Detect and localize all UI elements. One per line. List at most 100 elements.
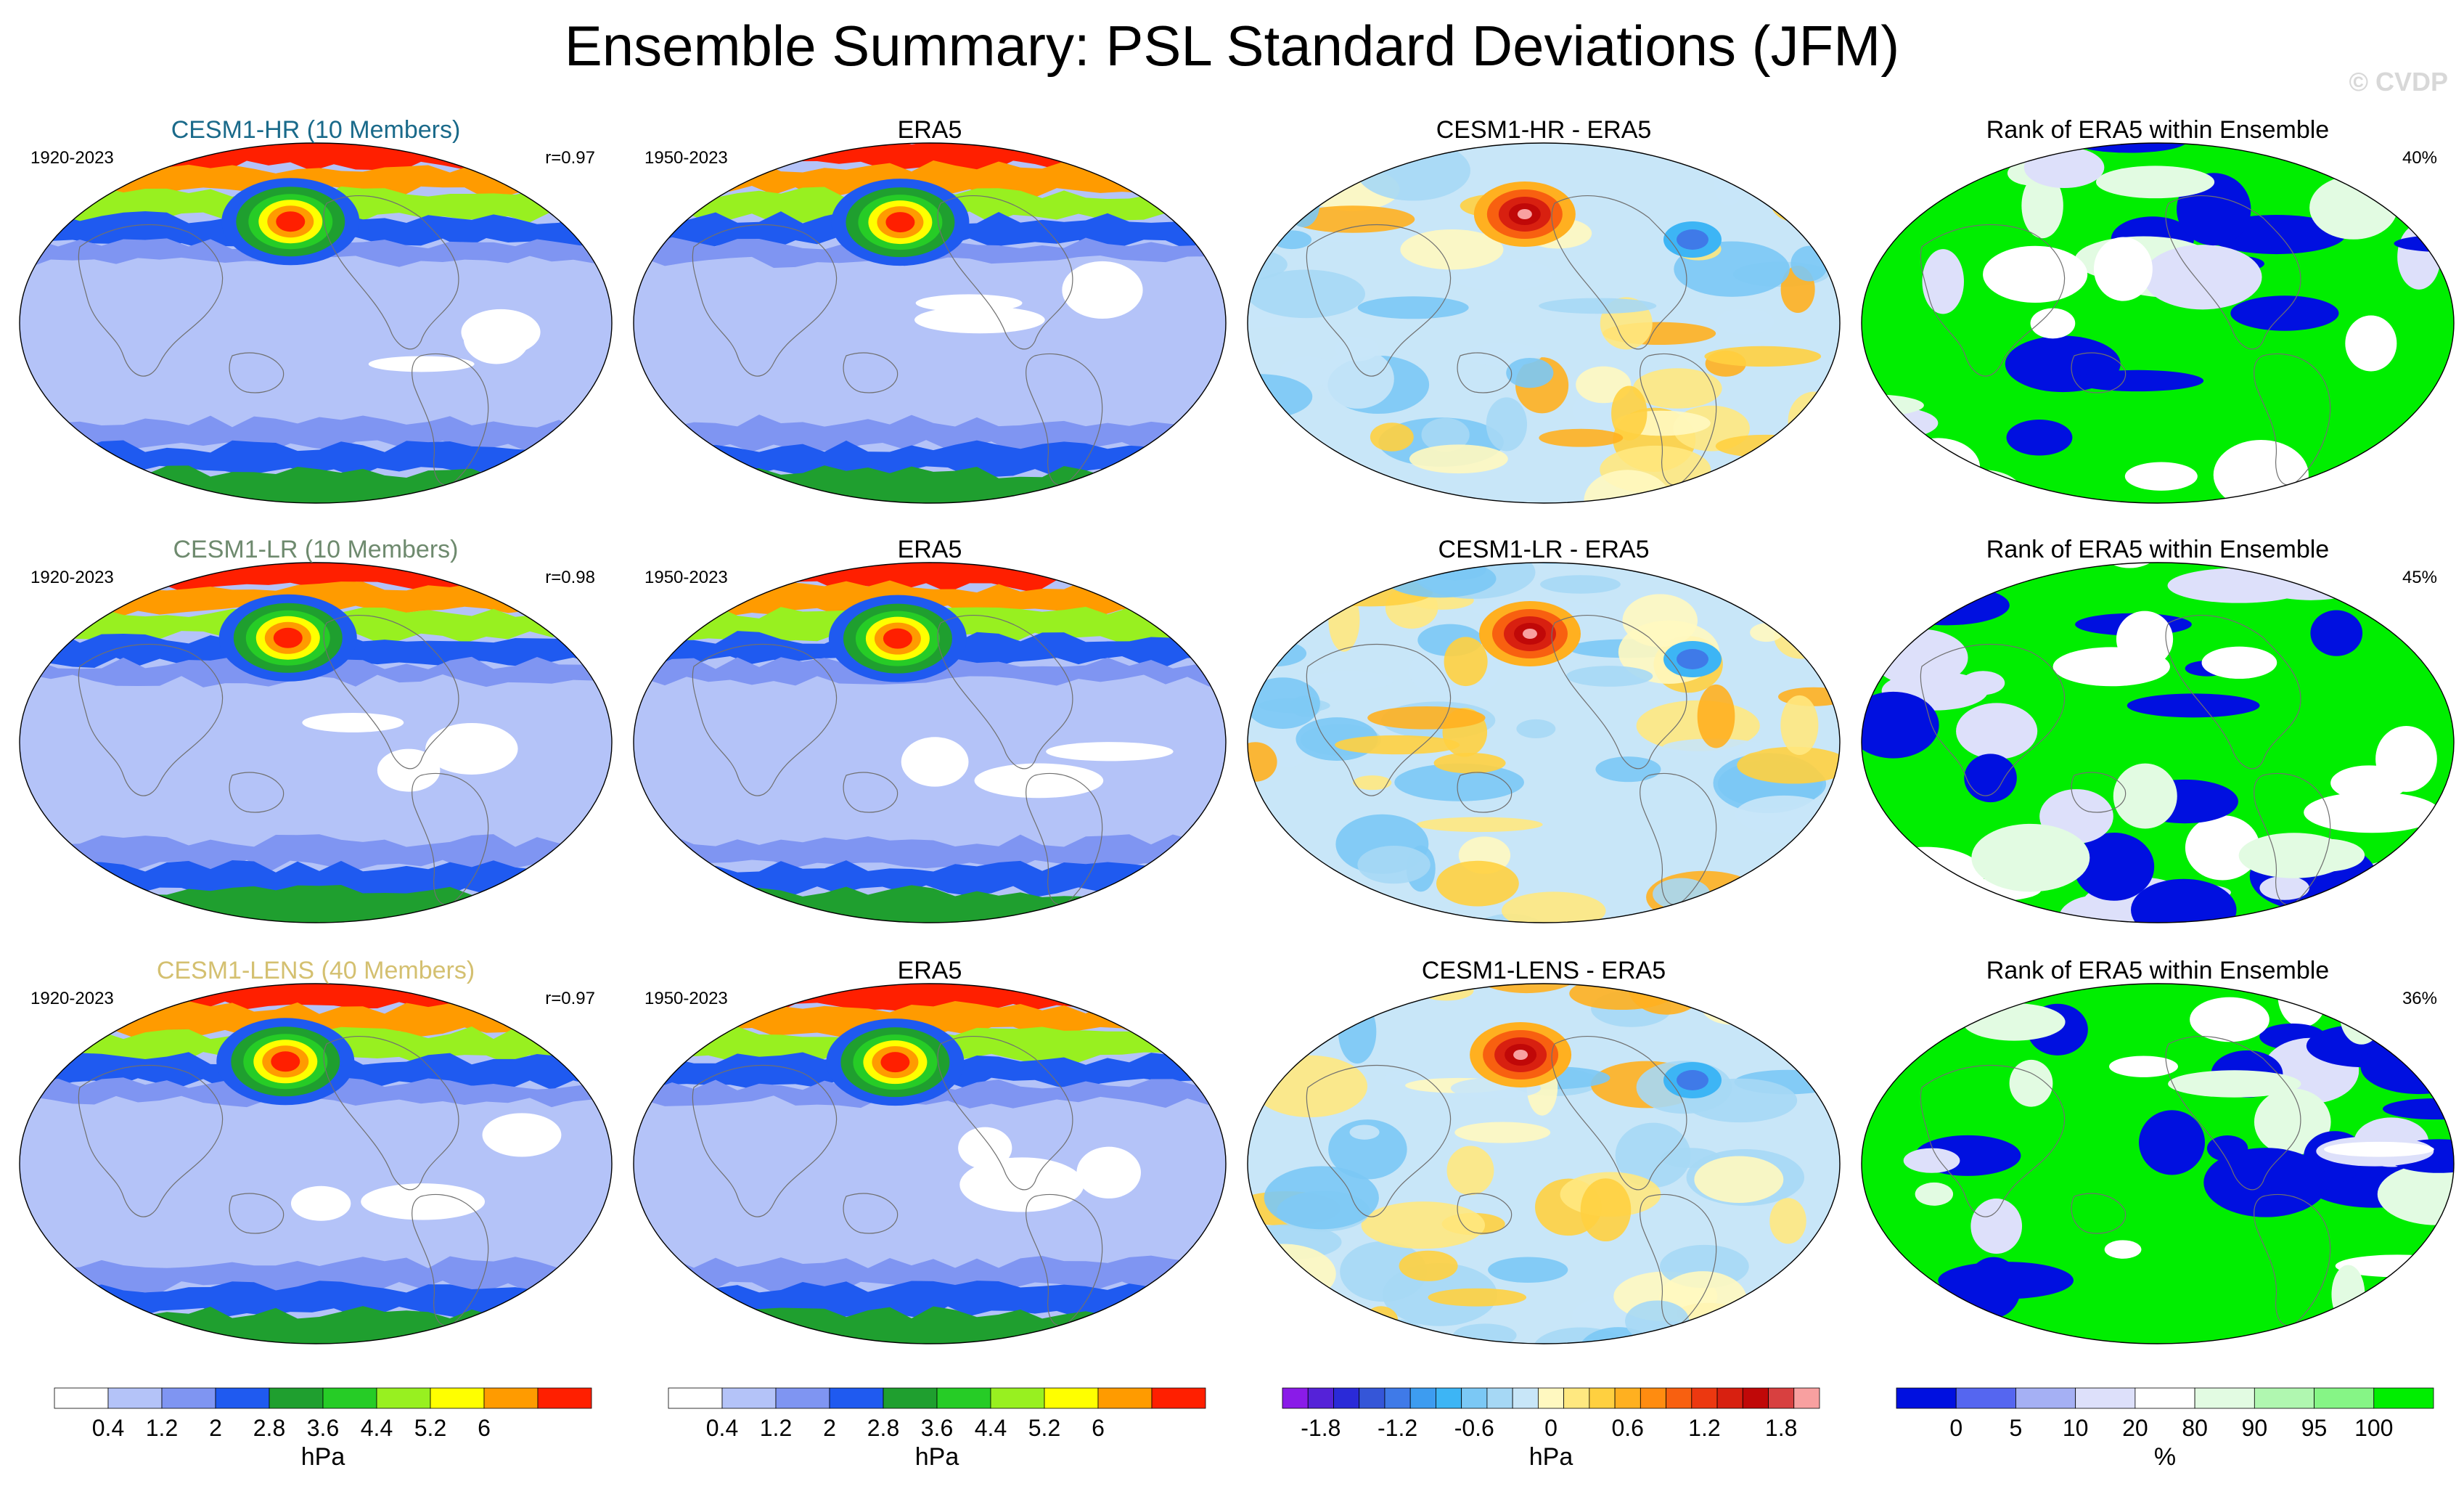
colorbar-unit: hPa <box>301 1443 345 1471</box>
colorbar-swatch <box>1793 1387 1820 1409</box>
colorbar-swatch <box>1359 1387 1386 1409</box>
colorbar-tick: 6 <box>478 1415 491 1441</box>
colorbar-swatch <box>2015 1387 2076 1409</box>
colorbar-swatch <box>1691 1387 1718 1409</box>
colorbar-tick: 10 <box>2063 1415 2089 1441</box>
panel-title: CESM1-LENS - ERA5 <box>1421 957 1666 984</box>
colorbar-tick: 1.8 <box>1765 1415 1797 1441</box>
colorbar-tick: 3.6 <box>307 1415 339 1441</box>
colorbar-swatch <box>2134 1387 2195 1409</box>
colorbar-unit: % <box>2154 1443 2176 1471</box>
pattern-correlation: r=0.97 <box>545 148 595 168</box>
colorbar-tick: 4.4 <box>361 1415 393 1441</box>
colorbar-swatch <box>537 1387 592 1409</box>
colorbar-swatch <box>1896 1387 1957 1409</box>
colorbar-swatch <box>1589 1387 1616 1409</box>
panel-r1-rank: Rank of ERA5 within Ensemble 40% <box>1857 116 2459 537</box>
colorbar-tick: 0 <box>1544 1415 1558 1441</box>
colorbar-swatch <box>1409 1387 1436 1409</box>
colorbar-swatch <box>1333 1387 1360 1409</box>
panel-title: Rank of ERA5 within Ensemble <box>1986 957 2330 984</box>
colorbar-tick: -1.2 <box>1378 1415 1417 1441</box>
colorbar-swatch <box>1768 1387 1795 1409</box>
panel-title: ERA5 <box>897 957 962 984</box>
rank-percent: 40% <box>2402 148 2437 168</box>
map-r1-obs <box>633 142 1227 504</box>
colorbar-swatch <box>161 1387 216 1409</box>
pattern-correlation: r=0.98 <box>545 568 595 587</box>
colorbar-diff: -1.8 -1.2 -0.6 0 0.6 1.2 1.8 hPa <box>1282 1387 1820 1471</box>
panel-title: ERA5 <box>897 116 962 144</box>
colorbar-swatch <box>2075 1387 2136 1409</box>
colorbar-tick: 2.8 <box>253 1415 285 1441</box>
colorbar-tick: 95 <box>2301 1415 2328 1441</box>
colorbar-swatch <box>1461 1387 1488 1409</box>
map-r1-ensemble <box>19 142 613 504</box>
colorbar-swatch <box>775 1387 830 1409</box>
panel-r3-diff: CESM1-LENS - ERA5 <box>1243 957 1845 1378</box>
colorbar-tick: 5.2 <box>1028 1415 1060 1441</box>
colorbar-tick: 5.2 <box>414 1415 446 1441</box>
colorbar-swatch <box>1614 1387 1641 1409</box>
colorbar-swatch <box>1563 1387 1590 1409</box>
colorbar-swatch <box>1512 1387 1539 1409</box>
panel-r2-diff: CESM1-LR - ERA5 <box>1243 536 1845 957</box>
colorbar-swatch <box>1307 1387 1334 1409</box>
colorbar-tick: -1.8 <box>1301 1415 1341 1441</box>
colorbar-swatch <box>107 1387 163 1409</box>
colorbar-swatch <box>1537 1387 1565 1409</box>
colorbar-tick: 4.4 <box>975 1415 1007 1441</box>
panel-title: CESM1-LR - ERA5 <box>1438 536 1650 563</box>
colorbar-swatch <box>2314 1387 2375 1409</box>
colorbar-rank: 0 5 10 20 80 90 95 100% <box>1896 1387 2434 1471</box>
colorbar-swatch <box>1097 1387 1153 1409</box>
year-range: 1920-2023 <box>30 148 114 168</box>
colorbar-swatch <box>2194 1387 2255 1409</box>
map-r1-rank <box>1861 142 2455 504</box>
colorbar-unit: hPa <box>915 1443 959 1471</box>
map-r2-rank <box>1861 562 2455 923</box>
colorbar-swatch <box>376 1387 431 1409</box>
panel-r2-ensemble: CESM1-LR (10 Members) 1920-2023 r=0.98 <box>15 536 617 957</box>
colorbar-tick: 20 <box>2122 1415 2148 1441</box>
colorbar-swatch <box>430 1387 485 1409</box>
rank-percent: 36% <box>2402 989 2437 1008</box>
colorbar-swatch <box>829 1387 884 1409</box>
map-r3-rank <box>1861 983 2455 1344</box>
year-range: 1950-2023 <box>644 989 728 1008</box>
colorbar-unit: hPa <box>1529 1443 1573 1471</box>
colorbar-swatch <box>2254 1387 2314 1409</box>
colorbar-swatch <box>1742 1387 1769 1409</box>
year-range: 1920-2023 <box>30 989 114 1008</box>
colorbar-tick: 2 <box>823 1415 836 1441</box>
colorbar-tick: 1.2 <box>760 1415 792 1441</box>
map-r2-ensemble <box>19 562 613 923</box>
colorbar-std-ensemble: 0.4 1.2 2 2.8 3.6 4.4 5.2 6 hPa <box>54 1387 592 1471</box>
colorbar-swatch <box>1955 1387 2016 1409</box>
colorbar-swatch <box>1384 1387 1411 1409</box>
colorbar-swatch <box>54 1387 109 1409</box>
rank-percent: 45% <box>2402 568 2437 587</box>
panel-r2-obs: ERA5 1950-2023 <box>629 536 1231 957</box>
panel-title: CESM1-LR (10 Members) <box>173 536 459 563</box>
colorbar-tick: -0.6 <box>1454 1415 1494 1441</box>
colorbar-tick: 3.6 <box>921 1415 953 1441</box>
panel-title: Rank of ERA5 within Ensemble <box>1986 536 2330 563</box>
colorbar-swatch <box>990 1387 1045 1409</box>
colorbar-swatch <box>1716 1387 1743 1409</box>
colorbar-tick: 0.4 <box>92 1415 124 1441</box>
panel-r2-rank: Rank of ERA5 within Ensemble 45% <box>1857 536 2459 957</box>
panel-r3-rank: Rank of ERA5 within Ensemble 36% <box>1857 957 2459 1378</box>
colorbar-swatch <box>668 1387 723 1409</box>
map-r3-diff <box>1247 983 1841 1344</box>
colorbar-swatch <box>215 1387 270 1409</box>
panel-r1-obs: ERA5 1950-2023 <box>629 116 1231 537</box>
colorbar-tick: 80 <box>2182 1415 2208 1441</box>
panel-r1-ensemble: CESM1-HR (10 Members) 1920-2023 r=0.97 <box>15 116 617 537</box>
colorbar-swatch <box>1044 1387 1099 1409</box>
colorbar-swatch <box>1436 1387 1462 1409</box>
panel-r3-obs: ERA5 1950-2023 <box>629 957 1231 1378</box>
colorbar-tick: 1.2 <box>146 1415 178 1441</box>
colorbar-swatch <box>2373 1387 2434 1409</box>
year-range: 1950-2023 <box>644 148 728 168</box>
